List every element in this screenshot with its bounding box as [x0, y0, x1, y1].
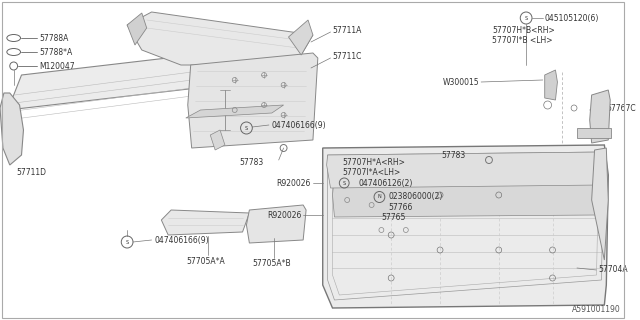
- Polygon shape: [577, 128, 611, 138]
- Text: 57783: 57783: [441, 150, 465, 159]
- Text: 57788A: 57788A: [39, 34, 68, 43]
- Text: 023806000(2): 023806000(2): [388, 193, 443, 202]
- Text: M120047: M120047: [39, 61, 75, 70]
- Text: 047406126(2): 047406126(2): [359, 179, 413, 188]
- Text: 57705A*B: 57705A*B: [253, 260, 291, 268]
- Text: 57765: 57765: [381, 213, 406, 222]
- Text: R920026: R920026: [276, 179, 311, 188]
- Polygon shape: [188, 53, 318, 148]
- Polygon shape: [8, 45, 278, 110]
- Polygon shape: [333, 172, 598, 217]
- Text: S: S: [245, 125, 248, 131]
- Polygon shape: [161, 210, 250, 235]
- Text: 57711C: 57711C: [333, 52, 362, 60]
- Text: 57707I*A<LH>: 57707I*A<LH>: [342, 167, 401, 177]
- Polygon shape: [323, 145, 608, 308]
- Polygon shape: [186, 105, 284, 118]
- Text: 57707H*A<RH>: 57707H*A<RH>: [342, 157, 405, 166]
- Polygon shape: [591, 148, 608, 260]
- Text: S: S: [525, 15, 528, 20]
- Text: 57711D: 57711D: [16, 167, 46, 177]
- Polygon shape: [246, 205, 306, 243]
- Text: 57788*A: 57788*A: [39, 47, 72, 57]
- Text: 57783: 57783: [240, 157, 264, 166]
- Polygon shape: [0, 93, 24, 165]
- Polygon shape: [589, 90, 610, 143]
- Text: N: N: [378, 195, 381, 199]
- Polygon shape: [545, 70, 557, 100]
- Text: 047406166(9): 047406166(9): [272, 121, 326, 130]
- Text: S: S: [342, 180, 346, 186]
- Text: 57711A: 57711A: [333, 26, 362, 35]
- Text: 57767C: 57767C: [606, 103, 636, 113]
- Polygon shape: [211, 130, 225, 150]
- Text: 57707H*B<RH>: 57707H*B<RH>: [492, 26, 555, 35]
- Text: 045105120(6): 045105120(6): [545, 13, 599, 22]
- Text: A591001190: A591001190: [572, 306, 621, 315]
- Text: 57766: 57766: [388, 204, 413, 212]
- Text: 57704A: 57704A: [598, 266, 628, 275]
- Text: 57707I*B <LH>: 57707I*B <LH>: [492, 36, 552, 44]
- Polygon shape: [326, 152, 602, 188]
- Text: 047406166(9): 047406166(9): [154, 236, 209, 244]
- Polygon shape: [289, 20, 313, 55]
- Polygon shape: [127, 13, 147, 45]
- Text: 57705A*A: 57705A*A: [186, 258, 225, 267]
- Polygon shape: [127, 12, 313, 65]
- Text: R920026: R920026: [267, 211, 301, 220]
- Text: S: S: [125, 239, 129, 244]
- Text: W300015: W300015: [443, 77, 479, 86]
